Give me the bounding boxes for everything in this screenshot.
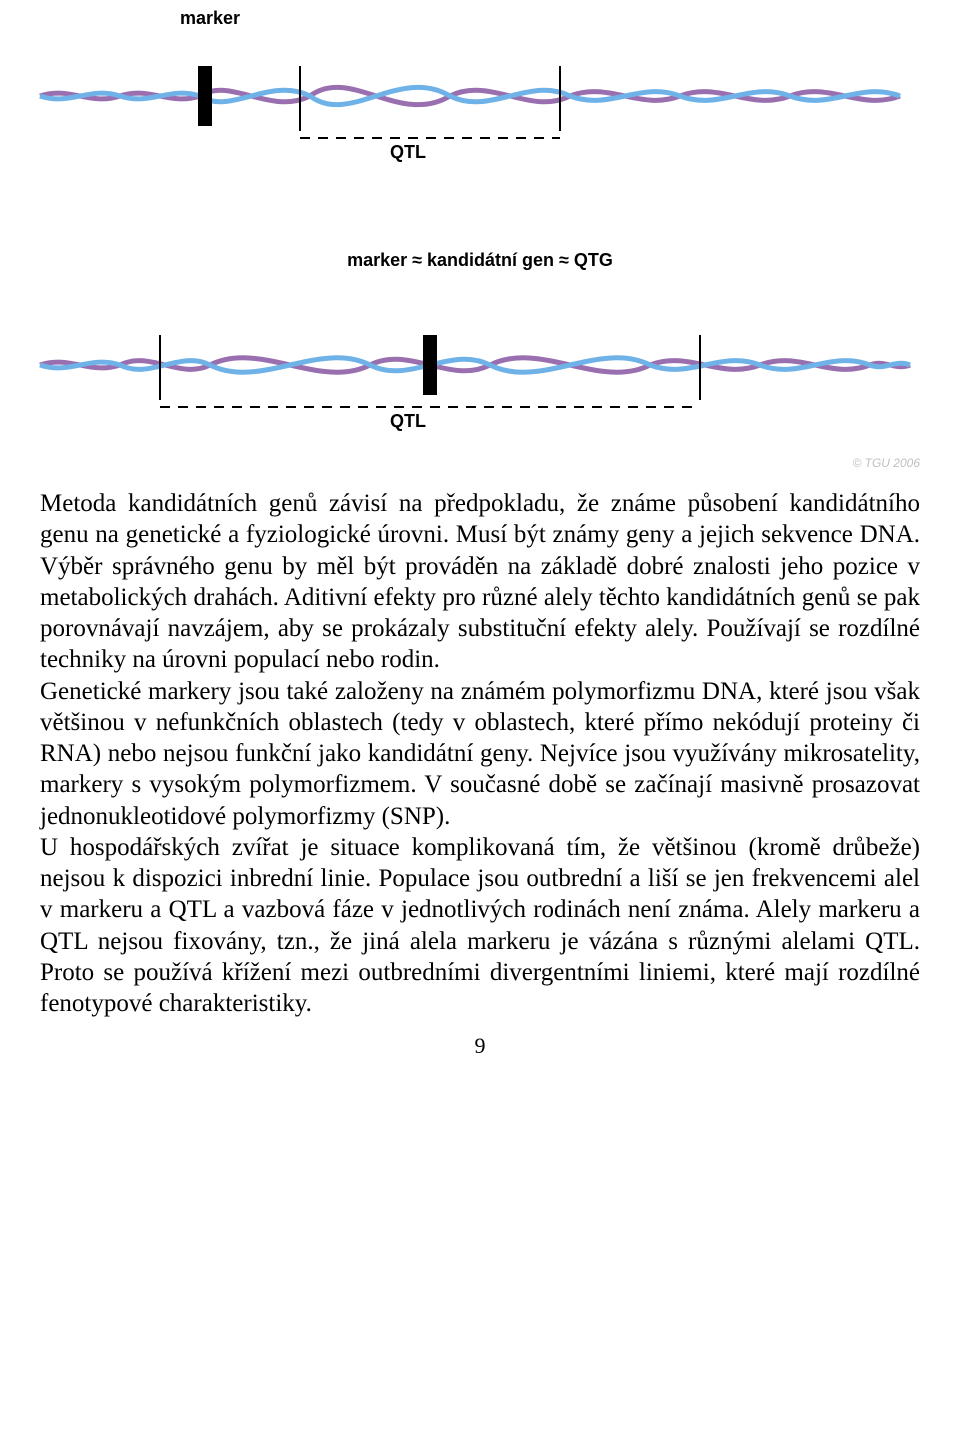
paragraph-3: U hospodářských zvířat je situace kompli…: [40, 832, 920, 1020]
paragraph-1: Metoda kandidátních genů závisí na předp…: [40, 488, 920, 676]
paragraph-2: Genetické markery jsou také založeny na …: [40, 676, 920, 832]
figure-copyright: © TGU 2006: [852, 456, 920, 470]
dna-panel-1: marker QTL: [30, 8, 930, 178]
marker-bar2-icon: [423, 335, 437, 395]
dna-svg-1: [30, 26, 930, 166]
page-number: 9: [0, 1033, 960, 1059]
body-text: Metoda kandidátních genů závisí na předp…: [40, 488, 920, 1019]
dna-panel-2: QTL © TGU 2006: [30, 295, 930, 470]
marker-bar-icon: [198, 66, 212, 126]
mid-equation-label: marker ≈ kandidátní gen ≈ QTG: [30, 250, 930, 271]
qtl-label-1: QTL: [390, 142, 426, 163]
dna-svg-2: [30, 295, 930, 435]
qtl-label-2: QTL: [390, 411, 426, 432]
qtl-figure: marker QTL marker ≈ kandidátní gen ≈ QTG: [30, 8, 930, 470]
